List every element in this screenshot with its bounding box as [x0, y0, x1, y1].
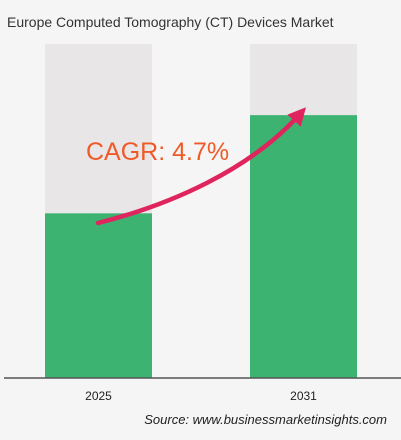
- chart-title: Europe Computed Tomography (CT) Devices …: [7, 14, 334, 30]
- cagr-annotation: CAGR: 4.7%: [86, 138, 229, 166]
- bar-2025: [45, 213, 152, 378]
- source-credit: Source: www.businessmarketinsights.com: [144, 412, 387, 427]
- bar-2031: [250, 115, 357, 378]
- x-tick-label-2025: 2025: [85, 389, 112, 403]
- x-tick-label-2031: 2031: [290, 389, 317, 403]
- cagr-arrow: [95, 107, 306, 226]
